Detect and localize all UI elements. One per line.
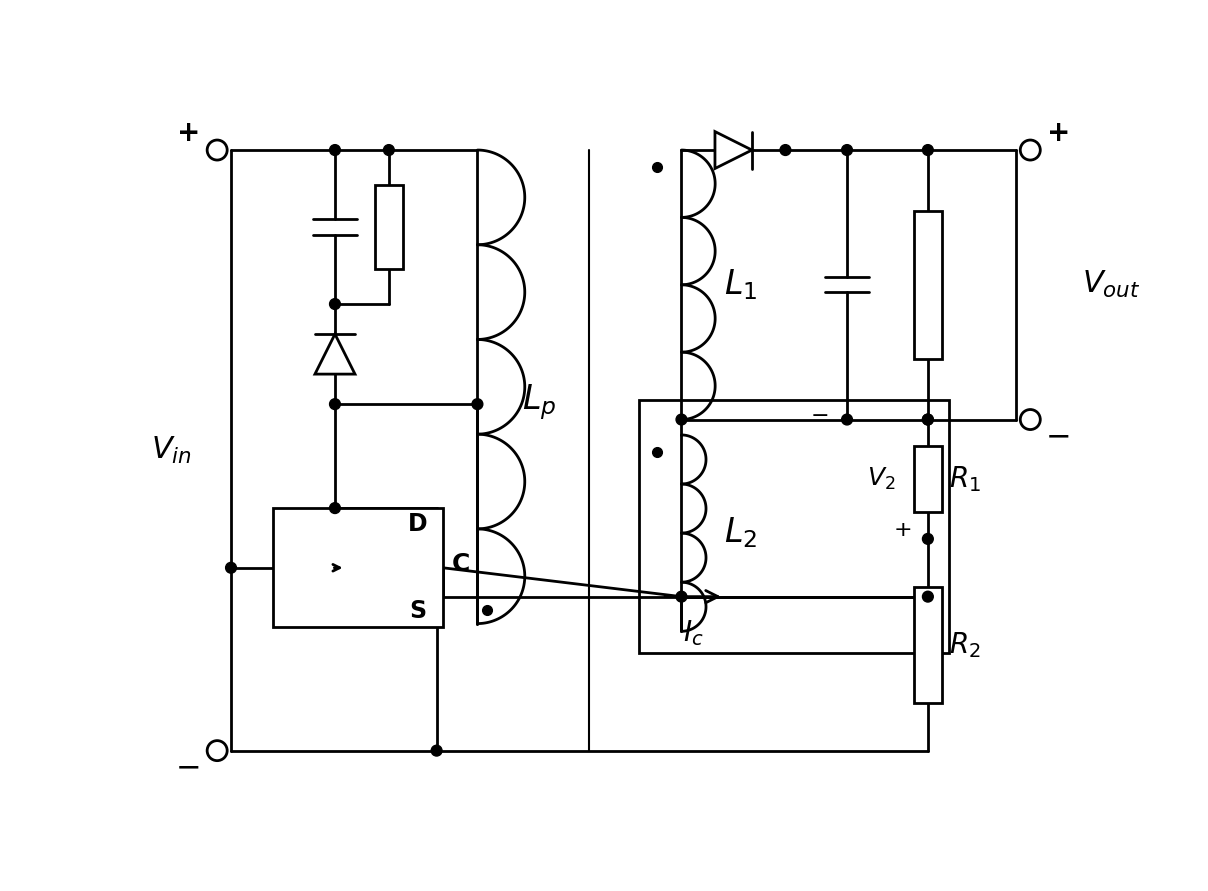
Text: $I_c$: $I_c$: [683, 618, 703, 648]
Circle shape: [1021, 140, 1040, 160]
Text: +: +: [1047, 119, 1070, 147]
Text: −: −: [811, 405, 830, 426]
Text: $R_2$: $R_2$: [949, 630, 981, 659]
Circle shape: [923, 414, 934, 425]
Circle shape: [923, 534, 934, 544]
Bar: [914, 586, 942, 703]
Circle shape: [676, 414, 687, 425]
Circle shape: [330, 144, 341, 155]
Circle shape: [330, 503, 341, 513]
Circle shape: [330, 298, 341, 309]
Polygon shape: [315, 334, 355, 374]
Bar: [914, 446, 942, 512]
Text: $L_2$: $L_2$: [724, 516, 757, 551]
Circle shape: [780, 144, 791, 155]
Circle shape: [226, 562, 237, 573]
Bar: [914, 210, 942, 359]
Bar: [273, 508, 443, 627]
Text: $V_{in}$: $V_{in}$: [151, 435, 191, 466]
Circle shape: [383, 144, 394, 155]
Circle shape: [676, 592, 687, 602]
Text: −: −: [1046, 422, 1071, 451]
Text: +: +: [178, 119, 201, 147]
Text: $L_1$: $L_1$: [724, 267, 757, 302]
Text: +: +: [894, 519, 912, 540]
Text: −: −: [176, 753, 202, 782]
Circle shape: [431, 745, 442, 756]
Text: S: S: [408, 600, 426, 624]
Text: D: D: [407, 512, 428, 536]
Text: $L_p$: $L_p$: [522, 382, 557, 422]
Text: $V_{out}$: $V_{out}$: [1082, 269, 1140, 300]
Circle shape: [923, 592, 934, 602]
Circle shape: [842, 144, 853, 155]
Circle shape: [330, 399, 341, 410]
Circle shape: [1021, 410, 1040, 429]
Circle shape: [207, 740, 227, 761]
Circle shape: [923, 414, 934, 425]
Circle shape: [923, 144, 934, 155]
Text: $V_2$: $V_2$: [867, 466, 895, 493]
Bar: [374, 184, 402, 269]
Circle shape: [207, 140, 227, 160]
Circle shape: [472, 399, 483, 410]
Circle shape: [842, 414, 853, 425]
Bar: [639, 400, 949, 653]
Text: $R_1$: $R_1$: [949, 464, 981, 495]
Text: C: C: [452, 552, 470, 576]
Polygon shape: [715, 132, 751, 168]
